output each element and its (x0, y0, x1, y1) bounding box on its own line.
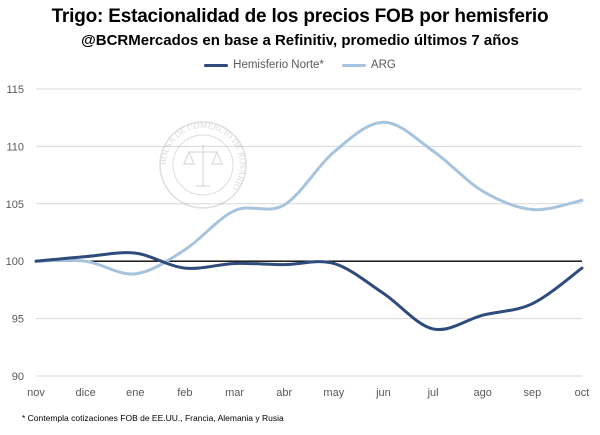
grid-layer (36, 88, 582, 377)
chart-legend: Hemisferio Norte* ARG (0, 59, 600, 71)
legend-item-hemisferio-norte: Hemisferio Norte* (204, 59, 324, 71)
x-tick-label-feb: feb (177, 387, 192, 399)
x-tick-label-dice: dice (76, 387, 96, 399)
y-tick-label-90: 90 (12, 371, 24, 383)
series-line-hemisferio-norte (34, 251, 584, 332)
y-tick-label-115: 115 (6, 84, 24, 96)
footnote: * Contempla cotizaciones FOB de EE.UU., … (22, 413, 284, 423)
scales-icon (183, 145, 223, 187)
chart-subtitle: @BCRMercados en base a Refinitiv, promed… (81, 32, 519, 49)
x-tick-label-abr: abr (276, 387, 292, 399)
y-tick-label-110: 110 (6, 141, 24, 153)
x-tick-label-sep: sep (523, 387, 541, 399)
y-tick-label-105: 105 (6, 199, 24, 211)
legend-item-arg: ARG (341, 59, 396, 71)
x-tick-label-ene: ene (126, 387, 144, 399)
series-layer (34, 120, 584, 332)
chart-title: Trigo: Estacionalidad de los precios FOB… (51, 6, 549, 27)
x-tick-label-ago: ago (474, 387, 492, 399)
x-tick-label-jun: jun (375, 387, 391, 399)
seal-inner-ring (172, 134, 234, 196)
legend-label-hemisferio-norte: Hemisferio Norte* (233, 59, 324, 71)
axis-layer: 90 95 100 105 110 115 nov dice ene feb mar abr may ju… (6, 84, 590, 399)
series-line-arg (34, 120, 584, 276)
x-tick-label-nov: nov (27, 387, 45, 399)
watermark-seal: BOLSA DE COMERCIO DE ROSARIO (158, 120, 248, 209)
x-tick-label-mar: mar (225, 387, 244, 399)
legend-label-arg: ARG (370, 59, 396, 71)
y-tick-label-100: 100 (6, 256, 24, 268)
legend-swatch-arg (341, 63, 366, 67)
x-tick-label-oct: oct (575, 387, 590, 399)
y-tick-label-95: 95 (12, 314, 24, 326)
x-tick-label-jul: jul (427, 387, 439, 399)
legend-swatch-hemisferio-norte (204, 63, 229, 67)
x-tick-label-may: may (323, 387, 344, 399)
seal-outer-ring (159, 121, 247, 209)
